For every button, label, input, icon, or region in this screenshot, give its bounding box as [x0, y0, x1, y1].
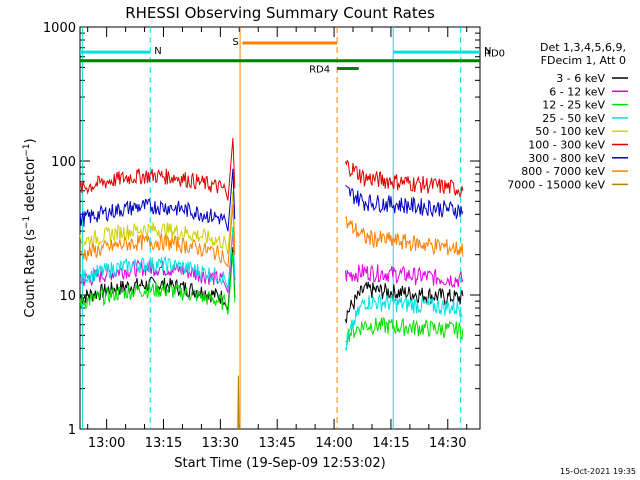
- series-line: [79, 138, 236, 201]
- series-line: [345, 185, 464, 220]
- x-tick-label: 13:30: [202, 436, 239, 451]
- y-tick-label: 10: [59, 289, 76, 304]
- x-axis-label: Start Time (19-Sep-09 12:53:02): [174, 456, 385, 471]
- legend-label: 3 - 6 keV: [556, 72, 605, 85]
- axes-frame: [79, 26, 481, 430]
- y-axis-label-main: Count Rate (s: [23, 229, 38, 318]
- segment-label: N: [154, 46, 161, 57]
- series-line: [79, 204, 236, 269]
- x-tick-label: 14:30: [429, 436, 466, 451]
- y-tick-label: 1: [68, 423, 76, 438]
- segment-label: RD0: [484, 49, 505, 60]
- series-line: [345, 316, 464, 346]
- legend-header-line-2: FDecim 1, Att 0: [541, 54, 626, 67]
- y-axis-label-sup1: −1: [22, 216, 32, 229]
- series-line: [237, 375, 240, 430]
- x-tick-label: 13:15: [145, 436, 182, 451]
- legend-label: 100 - 300 keV: [528, 139, 605, 152]
- series-line: [344, 293, 463, 351]
- legend-label: 25 - 50 keV: [542, 112, 605, 125]
- series-line: [79, 168, 236, 232]
- x-tick-label: 13:45: [258, 436, 295, 451]
- y-tick-label: 1000: [43, 21, 76, 36]
- legend-label: 300 - 800 keV: [528, 152, 605, 165]
- chart-title: RHESSI Observing Summary Count Rates: [125, 4, 435, 22]
- footer-timestamp: 15-Oct-2021 19:35: [560, 467, 636, 476]
- x-tick-label: 13:00: [88, 436, 125, 451]
- y-axis-label: Count Rate (s−1 detector−1): [22, 138, 38, 317]
- segment-label: N: [484, 46, 491, 57]
- legend-label: 7000 - 15000 keV: [507, 178, 605, 191]
- legend-label: 50 - 100 keV: [535, 125, 605, 138]
- legend-label: 800 - 7000 keV: [521, 165, 605, 178]
- legend-header-line-1: Det 1,3,4,5,6,9,: [540, 41, 626, 54]
- segment-label: RD4: [309, 65, 330, 76]
- y-tick-label: 100: [51, 155, 76, 170]
- series-line: [79, 230, 236, 293]
- y-axis-label-end: ): [23, 138, 38, 143]
- series-line: [79, 252, 236, 315]
- segment-label: S: [232, 37, 238, 48]
- x-tick-label: 14:15: [372, 436, 409, 451]
- legend-label: 12 - 25 keV: [542, 99, 605, 112]
- series-line: [79, 226, 236, 290]
- x-tick-label: 14:00: [315, 436, 352, 451]
- series-line: [79, 191, 236, 255]
- y-axis-label-sup2: −1: [22, 143, 32, 156]
- series-line: [344, 264, 464, 288]
- plot-area: 1 10 100 1000 13:00 13:15 13:30 13:45 14:00 14:15…: [43, 21, 505, 451]
- y-axis-label-mid: detector: [23, 156, 38, 216]
- series-line: [344, 159, 464, 199]
- series-line: [344, 281, 464, 324]
- legend: Det 1,3,4,5,6,9, FDecim 1, Att 0 3 - 6 k…: [507, 41, 628, 191]
- legend-label: 6 - 12 keV: [549, 85, 605, 98]
- series-line: [345, 215, 464, 257]
